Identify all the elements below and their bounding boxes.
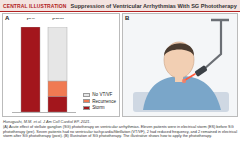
- html-text:A: A: [5, 15, 10, 21]
- svg-text:post: post: [52, 18, 64, 20]
- html-text:Suppression of Ventricular Arr: Suppression of Ventricular Arrhythmias W…: [70, 2, 237, 9]
- html-text:Storm: Storm: [92, 105, 105, 110]
- html-text:No VT/VF: No VT/VF: [92, 92, 113, 97]
- html-text:CENTRAL ILLUSTRATION: CENTRAL ILLUSTRATION: [3, 2, 67, 9]
- html-text:B: B: [125, 15, 130, 21]
- svg-text:pre: pre: [27, 18, 36, 20]
- html-text:Hanaguchi, M.M. et al. J Am Co: Hanaguchi, M.M. et al. J Am Coll Cardiol…: [3, 119, 91, 124]
- html-text:(A) Acute effect of stellate g: (A) Acute effect of stellate ganglion (S…: [3, 125, 237, 139]
- html-text:Recurrence: Recurrence: [92, 98, 116, 104]
